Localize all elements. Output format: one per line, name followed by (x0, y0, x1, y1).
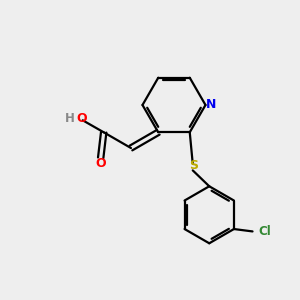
Text: O: O (77, 112, 87, 125)
Text: H: H (65, 112, 75, 125)
Text: S: S (189, 159, 198, 172)
Text: N: N (206, 98, 216, 112)
Text: Cl: Cl (258, 225, 271, 238)
Text: O: O (95, 157, 106, 170)
